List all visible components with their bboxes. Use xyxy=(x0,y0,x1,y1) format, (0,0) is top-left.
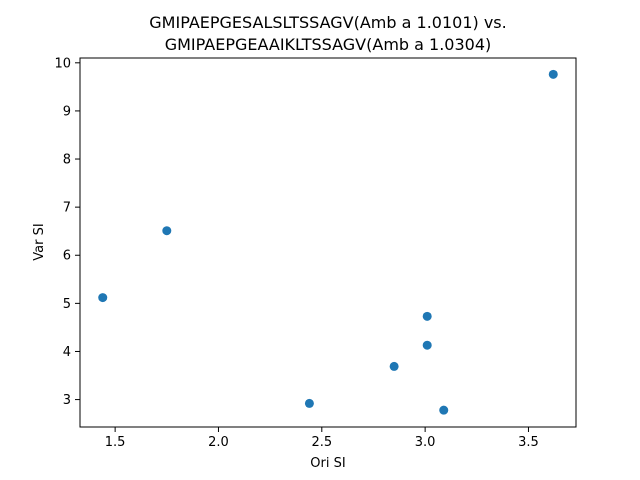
y-tick-label: 8 xyxy=(63,153,71,168)
scatter-point xyxy=(548,69,558,79)
x-axis-ticks: 1.5 2.0 2.5 3.0 3.5 xyxy=(105,427,539,450)
y-tick-label: 10 xyxy=(54,56,71,71)
x-tick-label: 3.0 xyxy=(415,435,436,450)
scatter-point xyxy=(304,398,314,408)
x-tick-label: 1.5 xyxy=(105,435,126,450)
scatter-point xyxy=(422,311,432,321)
plot-frame xyxy=(79,57,577,428)
y-axis-ticks: 3 4 5 6 7 8 9 10 xyxy=(54,56,80,408)
scatter-point xyxy=(98,293,108,303)
y-tick-label: 7 xyxy=(63,201,71,216)
x-axis-label: Ori SI xyxy=(310,456,345,471)
scatter-point xyxy=(422,340,432,350)
y-tick-label: 9 xyxy=(63,104,71,119)
scatter-point xyxy=(439,405,449,415)
chart-title-line2: GMIPAEPGEAAIKLTSSAGV(Amb a 1.0304) xyxy=(165,35,492,54)
y-tick-label: 5 xyxy=(63,297,71,312)
plot-area xyxy=(79,57,577,428)
chart-title-line1: GMIPAEPGESALSLTSSAGV(Amb a 1.0101) vs. xyxy=(149,13,506,32)
y-tick-label: 6 xyxy=(63,249,71,264)
data-points xyxy=(98,69,558,415)
y-axis-label: Var SI xyxy=(32,223,47,260)
y-tick-label: 4 xyxy=(63,345,71,360)
scatter-point xyxy=(162,226,172,236)
x-tick-label: 2.0 xyxy=(208,435,229,450)
x-tick-label: 3.5 xyxy=(518,435,539,450)
scatter-point xyxy=(389,361,399,371)
x-tick-label: 2.5 xyxy=(311,435,332,450)
y-tick-label: 3 xyxy=(63,393,71,408)
